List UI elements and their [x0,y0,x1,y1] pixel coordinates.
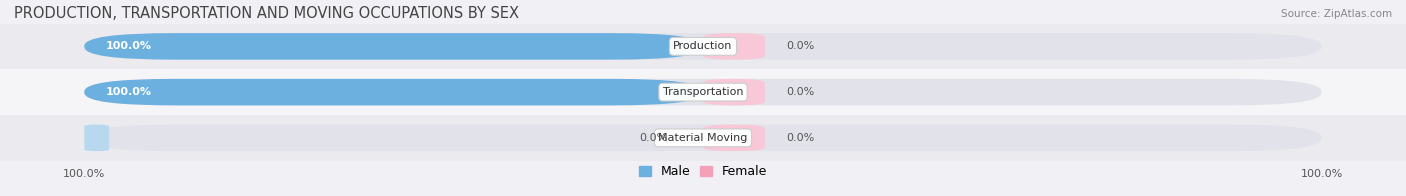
FancyBboxPatch shape [703,33,765,60]
FancyBboxPatch shape [84,125,1322,151]
Text: 0.0%: 0.0% [640,133,668,143]
Text: Transportation: Transportation [662,87,744,97]
FancyBboxPatch shape [703,79,765,105]
Text: Material Moving: Material Moving [658,133,748,143]
Bar [0,69,1406,115]
Text: 0.0%: 0.0% [786,41,814,51]
FancyBboxPatch shape [703,125,765,151]
FancyBboxPatch shape [84,79,703,105]
Text: Production: Production [673,41,733,51]
Bar [0,24,1406,69]
FancyBboxPatch shape [84,33,1322,60]
Legend: Male, Female: Male, Female [638,165,768,178]
FancyBboxPatch shape [84,79,1322,105]
Text: 100.0%: 100.0% [105,41,152,51]
Text: 100.0%: 100.0% [1301,169,1343,179]
Text: PRODUCTION, TRANSPORTATION AND MOVING OCCUPATIONS BY SEX: PRODUCTION, TRANSPORTATION AND MOVING OC… [14,6,519,21]
Text: 100.0%: 100.0% [63,169,105,179]
Text: Source: ZipAtlas.com: Source: ZipAtlas.com [1281,9,1392,19]
FancyBboxPatch shape [84,33,703,60]
Text: 100.0%: 100.0% [105,87,152,97]
Text: 0.0%: 0.0% [786,87,814,97]
Text: 0.0%: 0.0% [786,133,814,143]
Bar [0,115,1406,161]
FancyBboxPatch shape [84,125,110,151]
